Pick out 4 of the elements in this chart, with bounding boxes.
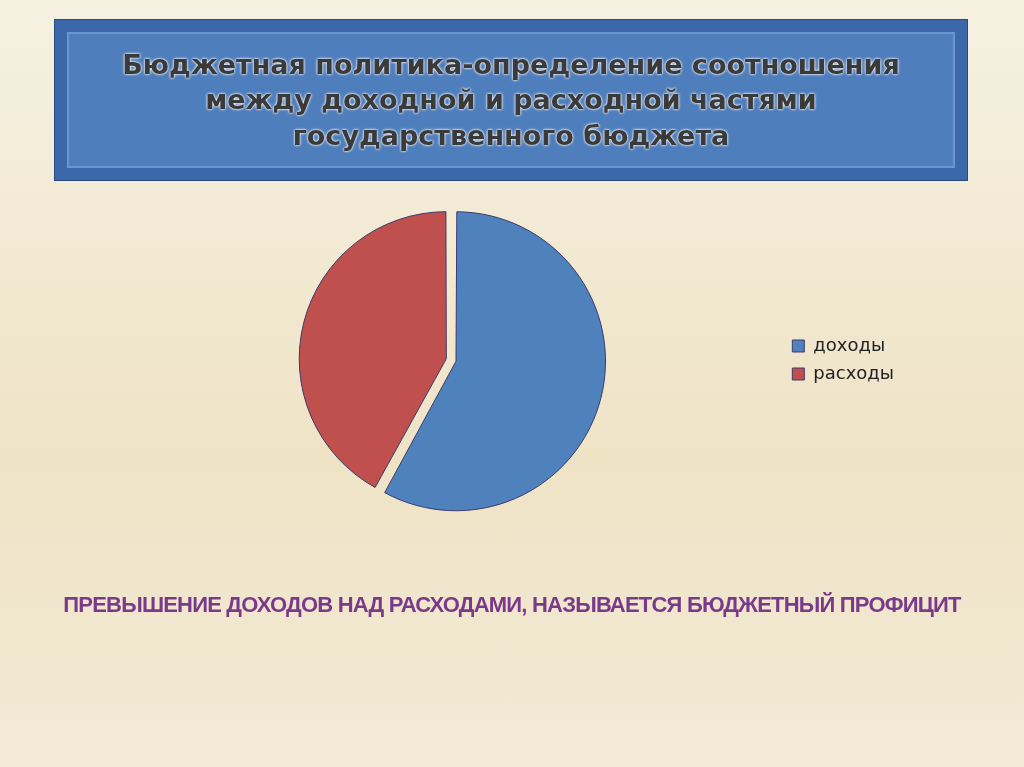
legend-label: расходы xyxy=(813,361,895,383)
chart-title: Бюджетная политика-определение соотношения между доходной и расходной частями государственного бюджета xyxy=(121,48,901,153)
legend-label: доходы xyxy=(813,333,886,355)
text: ПРЕВЫШЕНИЕ ДОХОДОВ НАД РАСХОДАМИ, НАЗЫВАЕТСЯ БЮДЖЕТНЫЙ ПРОФИЦИТ xyxy=(62,592,963,618)
